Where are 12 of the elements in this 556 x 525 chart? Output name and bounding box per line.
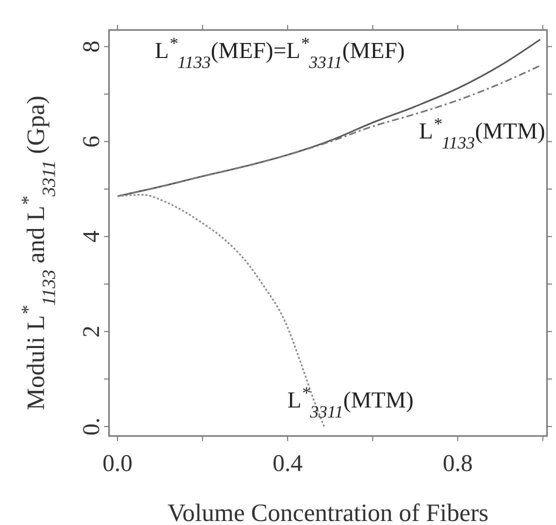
y-tick-label: 6: [79, 136, 105, 148]
y-tick-label: 8: [79, 40, 105, 53]
y-tick-label: 0.: [79, 418, 105, 436]
x-tick-label: 0.0: [102, 451, 133, 477]
y-tick-label: 4: [79, 230, 105, 243]
annotation: L$^{*}$$_{1133}$(MEF)=L$^{*}$$_{3311}$(MEF): [154, 34, 405, 72]
y-tick-label: 2: [79, 326, 105, 338]
annotation: L$^{*}$$_{3311}$(MTM): [287, 383, 414, 422]
x-axis-title: Volume Concentration of Fibers: [167, 500, 489, 525]
x-tick-label: 0.8: [442, 451, 473, 477]
x-tick-label: 0.4: [272, 451, 303, 477]
annotation: L$^{*}$$_{1133}$(MTM): [419, 114, 546, 152]
